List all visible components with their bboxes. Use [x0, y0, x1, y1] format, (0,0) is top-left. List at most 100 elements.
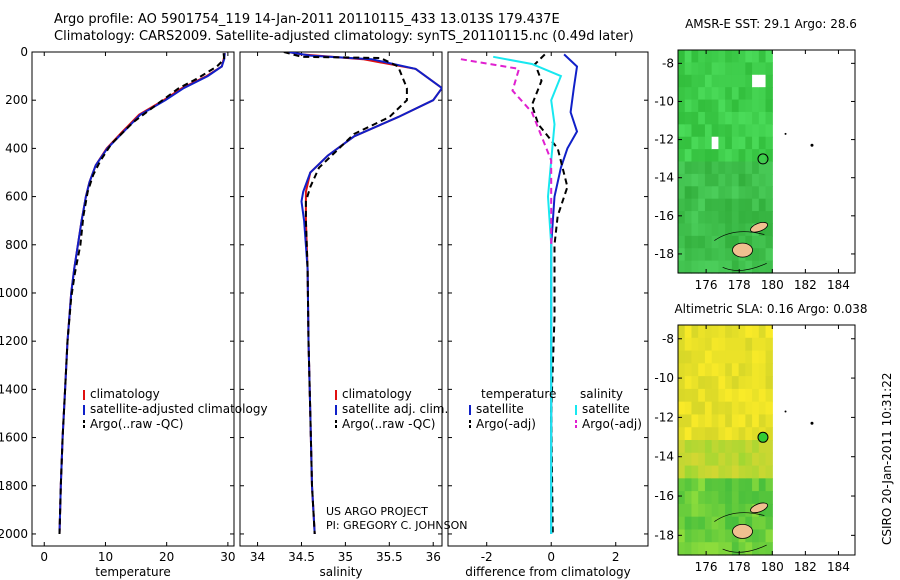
map-cell [765, 325, 773, 339]
map-cell [698, 337, 706, 352]
map-cell [752, 235, 760, 249]
map-cell [711, 337, 720, 352]
x-tick-label: 0 [40, 550, 48, 564]
map-cell [691, 542, 699, 556]
map-cell [698, 529, 706, 543]
map-cell [752, 211, 760, 225]
map-cell [738, 149, 746, 163]
sst_map-frame [677, 49, 856, 274]
map-cell [745, 74, 753, 88]
map-cell [691, 136, 699, 150]
difference-series-line [460, 58, 553, 245]
map-cell [745, 491, 753, 505]
map-cell [698, 149, 706, 163]
map-cell [711, 136, 720, 150]
map-cell [725, 62, 733, 76]
map-cell [765, 223, 773, 237]
map-cell [684, 376, 693, 390]
map-cell [691, 211, 699, 225]
map-cell [745, 99, 753, 113]
map-cell [691, 414, 699, 428]
map-cell [758, 111, 767, 125]
map-cell [711, 87, 720, 101]
map-cell [704, 124, 713, 138]
difference-xlabel: difference from climatology [465, 565, 631, 579]
islet-mark [810, 421, 814, 425]
map-cell [691, 529, 699, 543]
map-cell [704, 516, 713, 531]
map-cell [698, 363, 706, 377]
y-tick-label: -8 [662, 56, 674, 70]
y-tick-label: -14 [654, 171, 674, 185]
map-cell [752, 50, 760, 63]
map-cell [678, 388, 686, 403]
map-cell [725, 136, 733, 150]
map-cell [745, 325, 753, 339]
map-cell [711, 491, 720, 505]
x-tick-label: -2 [481, 550, 493, 564]
x-tick-label: 182 [794, 560, 817, 574]
map-cell [731, 542, 740, 556]
map-cell [752, 465, 760, 479]
map-cell [731, 401, 740, 416]
map-cell [678, 74, 686, 88]
map-cell [698, 198, 706, 212]
map-cell [752, 427, 760, 441]
map-cell [738, 376, 746, 390]
map-cell [718, 503, 726, 518]
map-cell [731, 50, 740, 63]
map-cell [704, 211, 713, 225]
temperature-xlabel: temperature [95, 565, 170, 579]
map-cell [731, 124, 740, 138]
map-cell [711, 260, 720, 274]
map-cell [678, 542, 686, 556]
map-cell [765, 62, 773, 76]
legend-label: satellite-adjusted climatology [90, 402, 268, 416]
map-cell [698, 173, 706, 187]
map-cell [765, 136, 773, 150]
map-cell [718, 452, 726, 467]
map-cell [704, 503, 713, 518]
map-cell [725, 350, 733, 364]
map-cell [725, 440, 733, 454]
map-cell [698, 376, 706, 390]
map-cell [725, 173, 733, 187]
map-cell [684, 99, 693, 113]
map-cell [704, 363, 713, 377]
y-tick-label: -14 [654, 450, 674, 464]
map-cell [718, 161, 726, 175]
map-cell [718, 211, 726, 225]
map-cell [698, 124, 706, 138]
map-cell [752, 388, 760, 403]
map-cell [765, 99, 773, 113]
map-cell [731, 87, 740, 101]
map-cell [752, 87, 760, 101]
map-cell [691, 491, 699, 505]
map-cell [752, 186, 760, 200]
map-cell [765, 235, 773, 249]
map-cell [731, 62, 740, 76]
map-cell [711, 111, 720, 125]
map-cell [718, 124, 726, 138]
map-cell [684, 198, 693, 212]
map-cell [752, 414, 760, 428]
map-cell [691, 388, 699, 403]
map-cell [731, 149, 740, 163]
map-cell [752, 542, 760, 556]
map-cell [765, 388, 773, 403]
map-cell [765, 542, 773, 556]
map-cell [678, 350, 686, 364]
map-cell [704, 337, 713, 352]
island-vanua-levu [750, 502, 769, 514]
map-cell [698, 478, 706, 492]
map-cell [684, 111, 693, 125]
islet-mark [784, 410, 787, 413]
map-cell [765, 363, 773, 377]
map-cell [711, 414, 720, 428]
map-cell [738, 478, 746, 492]
map-cell [725, 223, 733, 237]
map-cell [711, 401, 720, 416]
map-cell [711, 62, 720, 76]
